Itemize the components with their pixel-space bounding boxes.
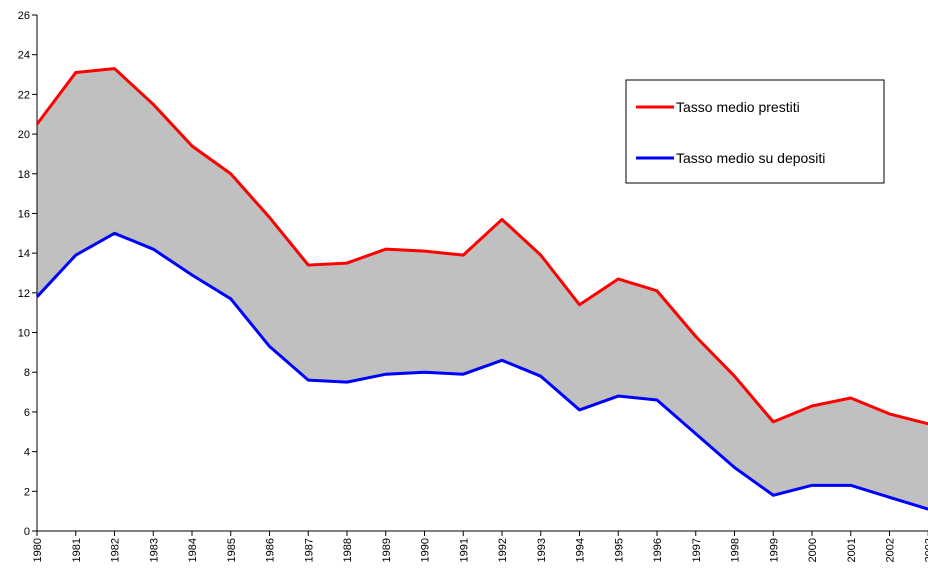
x-tick-label: 2003 [923, 538, 928, 562]
x-tick-label: 2001 [846, 538, 858, 562]
spread-area [37, 68, 928, 510]
y-tick-label: 0 [24, 526, 30, 538]
x-tick-label: 1991 [458, 538, 470, 562]
x-tick-label: 1996 [652, 538, 664, 562]
y-tick-label: 18 [18, 169, 30, 181]
legend-box [625, 79, 885, 184]
x-tick-label: 2000 [807, 538, 819, 562]
x-tick-label: 1998 [730, 538, 742, 562]
x-tick-label: 1994 [575, 538, 587, 562]
x-tick-label: 1983 [148, 538, 160, 562]
y-tick-label: 16 [18, 208, 30, 220]
legend-label: Tasso medio prestiti [676, 99, 800, 115]
y-tick-label: 4 [24, 447, 30, 459]
x-tick-label: 1999 [768, 538, 780, 562]
x-tick-label: 1987 [303, 538, 315, 562]
x-tick-label: 1986 [265, 538, 277, 562]
x-tick-label: 1981 [71, 538, 83, 562]
y-tick-label: 8 [24, 367, 30, 379]
x-tick-label: 1995 [613, 538, 625, 562]
y-tick-label: 14 [18, 248, 30, 260]
x-tick-label: 1985 [226, 538, 238, 562]
y-tick-label: 26 [18, 10, 30, 22]
x-tick-label: 1988 [342, 538, 354, 562]
y-tick-label: 2 [24, 486, 30, 498]
x-tick-label: 1993 [536, 538, 548, 562]
x-tick-label: 1989 [381, 538, 393, 562]
series-line [35, 67, 928, 426]
x-tick-label: 1992 [497, 538, 509, 562]
y-tick-label: 20 [18, 129, 30, 141]
legend-label: Tasso medio su depositi [676, 150, 825, 166]
y-tick-label: 24 [18, 50, 30, 62]
x-tick-label: 1984 [187, 538, 199, 562]
x-tick-label: 1997 [691, 538, 703, 562]
y-tick-label: 22 [18, 89, 30, 101]
y-tick-label: 10 [18, 328, 30, 340]
y-tick-label: 6 [24, 407, 30, 419]
series-line [35, 231, 928, 511]
y-tick-label: 12 [18, 288, 30, 300]
x-tick-label: 1980 [32, 538, 44, 562]
x-tick-label: 1982 [110, 538, 122, 562]
x-tick-label: 2002 [885, 538, 897, 562]
x-tick-label: 1990 [420, 538, 432, 562]
